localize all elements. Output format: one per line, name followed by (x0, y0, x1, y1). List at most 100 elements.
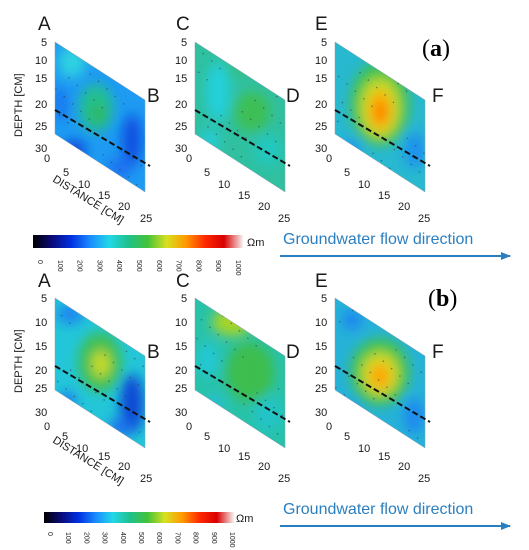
depth-tick: 15 (35, 341, 47, 353)
distance-tick: 5 (344, 431, 350, 443)
distance-tick: 20 (398, 201, 410, 213)
depth-tick: 30 (35, 143, 47, 155)
measurement-point (73, 395, 76, 398)
distance-tick: 0 (326, 153, 332, 165)
measurement-point (217, 333, 219, 336)
measurement-point (240, 155, 243, 158)
distance-tick: 10 (218, 179, 230, 191)
section-e-f-map (335, 298, 425, 448)
corner-label-f: F (432, 86, 444, 107)
depth-tick: 25 (315, 121, 327, 133)
depth-tick: 5 (321, 293, 327, 305)
measurement-point (204, 345, 207, 347)
measurement-point (346, 83, 348, 85)
corner-label-a: A (38, 14, 51, 35)
measurement-point (394, 393, 397, 396)
depth-tick: 5 (41, 37, 47, 49)
depth-tick: 10 (315, 55, 327, 67)
measurement-point (67, 121, 69, 124)
distance-tick: 0 (44, 153, 50, 165)
panel-tag-letter: a (430, 36, 442, 62)
depth-tick: 10 (175, 317, 187, 329)
measurement-point (60, 314, 63, 317)
colorbar-tick: 0 (36, 260, 43, 264)
distance-tick: 0 (186, 153, 192, 165)
measurement-point (199, 363, 202, 366)
colorbar-tick: 400 (119, 532, 126, 544)
measurement-point (268, 425, 271, 428)
measurement-point (69, 322, 71, 324)
measurement-point (274, 140, 277, 143)
distance-tick: 20 (118, 461, 130, 473)
distance-tick: 25 (140, 213, 152, 225)
corner-label-d: D (286, 86, 300, 107)
measurement-point (76, 84, 79, 87)
measurement-point (352, 356, 355, 359)
measurement-point (407, 382, 410, 385)
colorbar-tick: 0 (46, 532, 53, 536)
corner-label-b: B (147, 86, 160, 107)
panel-tag-close: ) (449, 286, 457, 312)
measurement-point (99, 373, 102, 375)
distance-tick: 10 (218, 443, 230, 455)
distance-tick: 5 (62, 431, 68, 443)
measurement-point (245, 137, 247, 139)
measurement-point (260, 418, 262, 420)
depth-tick: 20 (315, 99, 327, 111)
colorbar-tick: 600 (155, 260, 162, 272)
measurement-point (63, 95, 66, 98)
measurement-point (277, 388, 280, 390)
measurement-point (200, 318, 203, 321)
measurement-point (88, 118, 91, 120)
distance-tick: 15 (98, 190, 110, 202)
dashed-line (54, 365, 151, 423)
measurement-point (82, 403, 84, 405)
measurement-point (71, 103, 74, 105)
measurement-point (103, 399, 105, 401)
colorbar-tick: 200 (82, 532, 89, 544)
measurement-point (241, 110, 244, 113)
measurement-point (410, 163, 412, 166)
measurement-point (228, 122, 231, 124)
colorbar-tick: 100 (64, 532, 71, 544)
measurement-point (212, 352, 215, 355)
section-e-f-outline (334, 297, 426, 449)
depth-tick: 20 (35, 365, 47, 377)
measurement-point (236, 129, 239, 132)
distance-tick: 25 (278, 213, 290, 225)
measurement-point (108, 380, 110, 383)
measurement-point (95, 391, 97, 394)
distance-tick: 10 (358, 443, 370, 455)
measurement-point (335, 386, 337, 389)
colorbar-gradient (44, 512, 234, 523)
corner-label-a: A (38, 271, 51, 292)
distance-tick: 5 (204, 167, 210, 179)
measurement-point (80, 110, 82, 113)
distance-tick: 10 (76, 443, 88, 455)
measurement-point (338, 320, 341, 323)
measurement-point (127, 176, 130, 178)
measurement-point (238, 330, 241, 332)
colorbar-tick: 500 (135, 260, 142, 272)
colorbar-gradient (33, 235, 243, 248)
measurement-point (135, 183, 138, 186)
measurement-point (102, 153, 105, 156)
measurement-point (55, 88, 57, 90)
measurement-point (93, 99, 95, 101)
corner-label-c: C (176, 271, 190, 292)
depth-tick: 20 (175, 365, 187, 377)
distance-tick: 25 (140, 473, 152, 485)
corner-label-e: E (315, 14, 328, 35)
measurement-point (110, 161, 113, 164)
measurement-point (412, 363, 414, 366)
measurement-point (420, 371, 423, 374)
colorbar-tick: 900 (214, 260, 221, 272)
measurement-point (393, 148, 396, 151)
measurement-point (369, 371, 372, 374)
measurement-point (232, 148, 234, 151)
corner-label-c: C (176, 14, 190, 35)
measurement-point (132, 157, 134, 160)
measurement-point (405, 90, 408, 92)
measurement-point (251, 410, 254, 413)
